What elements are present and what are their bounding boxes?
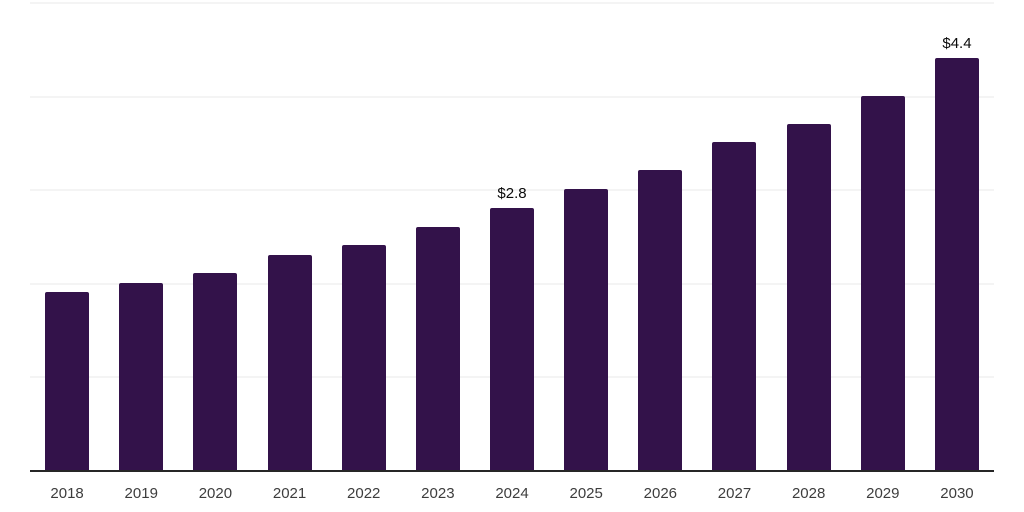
x-tick-2030: 2030 bbox=[940, 485, 974, 502]
x-tick-2029: 2029 bbox=[866, 485, 900, 502]
x-tick-2019: 2019 bbox=[124, 485, 158, 502]
gridline-y-3 bbox=[30, 189, 994, 192]
bar-group-2021 bbox=[252, 2, 326, 470]
x-axis-line bbox=[30, 470, 994, 472]
bar-group-2030: $4.4 bbox=[920, 2, 994, 470]
bar-group-2025 bbox=[549, 2, 623, 470]
bar-2018 bbox=[45, 292, 90, 470]
bar-value-label-2024: $2.8 bbox=[497, 184, 527, 202]
bar-group-2018 bbox=[30, 2, 104, 470]
x-tick-2023: 2023 bbox=[421, 485, 455, 502]
bar-2024 bbox=[490, 207, 535, 470]
bar-group-2026 bbox=[623, 2, 697, 470]
bar-2019 bbox=[119, 282, 164, 470]
x-tick-2020: 2020 bbox=[198, 485, 233, 502]
x-tick-2028: 2028 bbox=[791, 485, 826, 502]
x-tick-2026: 2026 bbox=[643, 485, 678, 502]
bar-group-2020 bbox=[178, 2, 252, 470]
bar-group-2027 bbox=[697, 2, 771, 470]
bar-group-2023 bbox=[401, 2, 475, 470]
bars-container: $2.8 $4.4 bbox=[30, 2, 994, 470]
bar-2030 bbox=[934, 58, 979, 470]
bar-group-2028 bbox=[772, 2, 846, 470]
x-tick-2022: 2022 bbox=[347, 485, 381, 502]
x-tick-2027: 2027 bbox=[717, 485, 752, 502]
gridline-y-4 bbox=[30, 95, 994, 98]
bar-group-2019 bbox=[104, 2, 178, 470]
bar-2026 bbox=[638, 170, 683, 470]
bar-2027 bbox=[712, 142, 757, 470]
bar-2020 bbox=[193, 273, 238, 470]
bar-2025 bbox=[564, 189, 609, 470]
x-axis-tick-labels: 2018 2019 2020 2021 2022 2023 2024 2025 2026 2027… bbox=[30, 486, 994, 502]
plot-area: $2.8 $4.4 bbox=[30, 2, 994, 470]
x-tick-2024: 2024 bbox=[495, 485, 529, 502]
bar-2029 bbox=[860, 95, 905, 470]
bar-2022 bbox=[341, 245, 386, 470]
bar-group-2029 bbox=[846, 2, 920, 470]
x-tick-2018: 2018 bbox=[50, 485, 84, 502]
bar-group-2022 bbox=[327, 2, 401, 470]
x-tick-2025: 2025 bbox=[569, 485, 603, 502]
bar-2021 bbox=[267, 254, 312, 470]
bar-group-2024: $2.8 bbox=[475, 2, 549, 470]
bar-2023 bbox=[415, 226, 460, 470]
x-tick-2021: 2021 bbox=[272, 485, 307, 502]
gridline-y-5 bbox=[30, 2, 994, 4]
bar-value-label-2030: $4.4 bbox=[942, 35, 972, 53]
bar-2028 bbox=[786, 123, 831, 470]
